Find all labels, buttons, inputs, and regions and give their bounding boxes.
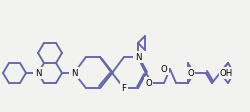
Text: O: O [186, 69, 193, 78]
Text: F: F [121, 84, 126, 93]
Text: N: N [134, 53, 141, 62]
Text: N: N [34, 69, 41, 78]
Text: O: O [145, 79, 152, 88]
Text: N: N [70, 69, 77, 78]
Text: OH: OH [219, 69, 232, 78]
Text: O: O [160, 65, 167, 74]
